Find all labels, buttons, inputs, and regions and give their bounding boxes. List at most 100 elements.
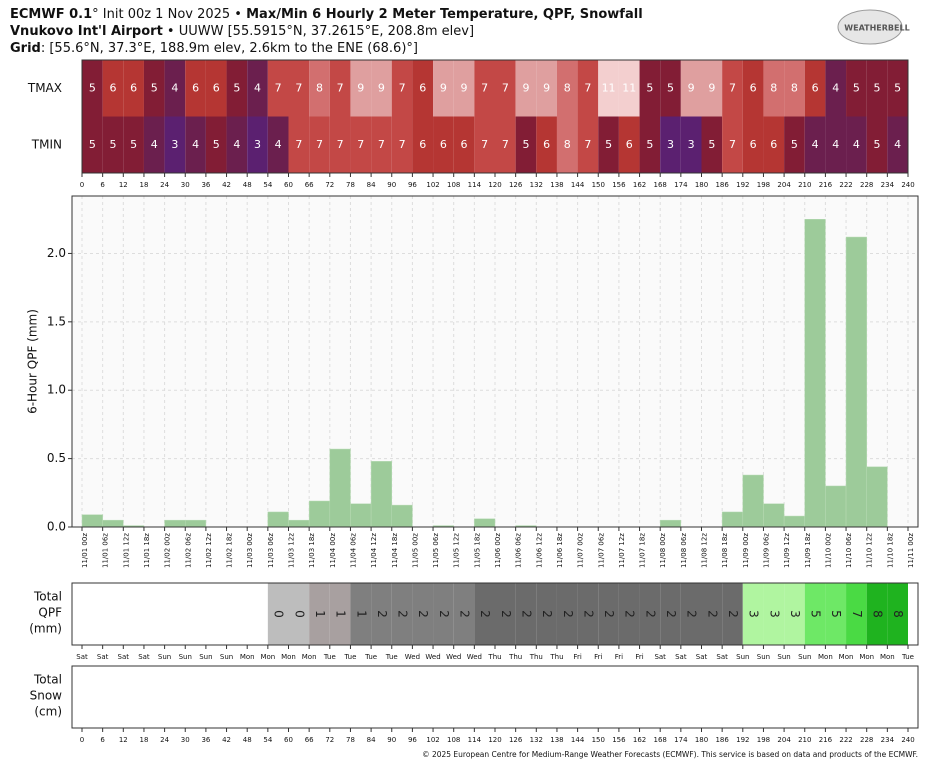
heat-cell [536, 116, 557, 173]
heat-cell [556, 116, 578, 173]
heat-cell [763, 60, 785, 117]
cell-label: 8 [891, 610, 905, 618]
x-tick-label: Fri [594, 653, 602, 661]
x-tick-label: 90 [387, 181, 396, 189]
x-tick-label: Wed [467, 653, 482, 661]
y-tick-label: 2.0 [47, 246, 66, 260]
cell-label: 7 [481, 138, 488, 151]
x-tick-label: 11/03 12z [288, 533, 296, 568]
x-tick-label: 96 [408, 181, 417, 189]
x-tick-label: Fri [635, 653, 643, 661]
heat-cell [866, 116, 888, 173]
heat-cell [371, 60, 392, 117]
cell-label: 3 [254, 138, 261, 151]
x-tick-label: 42 [222, 736, 231, 744]
cell-label: 5 [894, 81, 901, 94]
heat-cell [433, 60, 454, 117]
cell-label: 2 [581, 610, 595, 618]
x-tick-label: Tue [343, 653, 356, 661]
x-tick-label: 138 [550, 736, 563, 744]
total-cell [763, 583, 785, 645]
heat-cell [536, 60, 557, 117]
cell-label: 6 [440, 138, 447, 151]
heat-cell [143, 116, 165, 173]
cell-label: 6 [626, 138, 633, 151]
heat-cell [247, 116, 268, 173]
station-info: • UUWW [55.5915°N, 37.2615°E, 208.8m ele… [163, 24, 474, 39]
cell-label: 2 [540, 610, 554, 618]
bar [102, 519, 124, 528]
bar [288, 519, 310, 528]
cell-label: 2 [375, 610, 389, 618]
cell-label: 9 [378, 81, 385, 94]
y-axis-label: Total [33, 673, 62, 687]
x-tick-label: 60 [284, 181, 293, 189]
x-tick-label: 240 [901, 181, 914, 189]
heat-cell [123, 60, 144, 117]
x-tick-label: 228 [860, 181, 873, 189]
cell-label: 5 [874, 81, 881, 94]
heat-cell [123, 116, 144, 173]
heat-cell [309, 60, 330, 117]
cell-label: 7 [337, 81, 344, 94]
cell-label: 7 [729, 81, 736, 94]
cell-label: 7 [584, 138, 591, 151]
x-tick-label: 24 [160, 181, 169, 189]
cell-label: 4 [853, 138, 860, 151]
cell-label: 2 [396, 610, 410, 618]
x-tick-label: 90 [387, 736, 396, 744]
x-tick-label: 11/02 12z [205, 533, 213, 568]
heat-cell [639, 116, 661, 173]
cell-label: 3 [688, 138, 695, 151]
heat-cell [722, 116, 743, 173]
x-tick-label: 11/01 12z [122, 533, 130, 568]
grid-info: Grid: [55.6°N, 37.3°E, 188.9m elev, 2.6k… [10, 41, 418, 56]
cell-label: 7 [502, 81, 509, 94]
cell-label: 4 [192, 138, 199, 151]
cell-label: 1 [313, 610, 327, 618]
cell-label: 6 [213, 81, 220, 94]
x-tick-label: 11/04 12z [370, 533, 378, 568]
cell-label: 5 [874, 138, 881, 151]
cell-label: 7 [502, 138, 509, 151]
x-tick-label: Sat [97, 653, 109, 661]
heat-cell [412, 60, 434, 117]
cell-label: 7 [481, 81, 488, 94]
x-tick-label: 11/10 18z [886, 533, 894, 568]
title-model: ECMWF 0.1 [10, 7, 92, 22]
cell-label: 2 [602, 610, 616, 618]
x-tick-label: Sat [675, 653, 687, 661]
cell-label: 9 [461, 81, 468, 94]
heat-cell [556, 60, 578, 117]
cell-label: 5 [213, 138, 220, 151]
x-tick-label: 126 [509, 736, 523, 744]
x-tick-label: Tue [385, 653, 398, 661]
cell-label: 8 [316, 81, 323, 94]
cell-label: 7 [399, 81, 406, 94]
total-cell [618, 583, 640, 645]
x-tick-label: 11/07 00z [577, 533, 585, 568]
x-tick-label: 66 [305, 181, 314, 189]
x-tick-label: 36 [201, 181, 210, 189]
heat-cell [660, 116, 681, 173]
x-tick-label: 156 [612, 736, 626, 744]
x-tick-label: 11/04 00z [329, 533, 337, 568]
heat-cell [226, 116, 248, 173]
x-tick-label: 11/02 00z [164, 533, 172, 568]
cell-label: 5 [646, 81, 653, 94]
y-axis-label: 6-Hour QPF (mm) [26, 309, 40, 414]
heat-cell [804, 60, 826, 117]
frame [71, 195, 919, 528]
x-tick-label: Tue [901, 653, 914, 661]
cell-label: 2 [623, 610, 637, 618]
x-tick-label: Sun [736, 653, 749, 661]
cell-label: 8 [791, 81, 798, 94]
heat-cell [660, 60, 681, 117]
cell-label: 3 [667, 138, 674, 151]
heat-cell [577, 60, 599, 117]
bar [825, 485, 847, 528]
x-tick-label: Wed [446, 653, 461, 661]
heat-cell [82, 116, 103, 173]
x-tick-label: 180 [695, 736, 708, 744]
x-tick-label: Mon [302, 653, 317, 661]
